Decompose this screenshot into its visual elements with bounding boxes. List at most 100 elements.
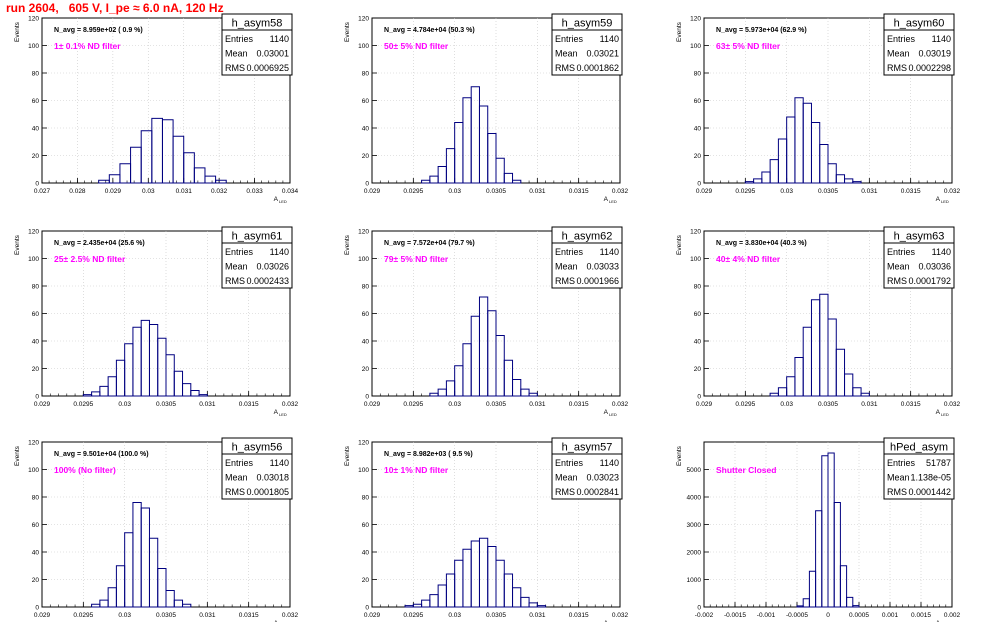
histogram-bin bbox=[512, 179, 522, 184]
stats-box bbox=[221, 226, 293, 289]
x-tick-label: 0.029 bbox=[696, 188, 713, 195]
x-tick-label: 0.03 bbox=[448, 401, 461, 408]
stats-label-mean: Mean bbox=[887, 262, 910, 272]
x-axis-title-subscript: LED bbox=[941, 199, 949, 204]
y-tick-label: 40 bbox=[694, 339, 702, 346]
stats-label-rms: RMS bbox=[887, 63, 907, 73]
x-tick-label: 0.029 bbox=[364, 188, 381, 195]
stats-title: h_asym60 bbox=[894, 18, 945, 30]
x-tick-label: 0.0315 bbox=[569, 612, 589, 619]
stats-entries: 1140 bbox=[600, 458, 619, 468]
x-tick-label: 0.031 bbox=[529, 188, 546, 195]
x-axis-title-subscript: LED bbox=[609, 199, 617, 204]
x-axis-title-subscript: LED bbox=[941, 412, 949, 417]
stats-box bbox=[551, 13, 623, 76]
y-tick-label: 40 bbox=[32, 126, 40, 133]
x-tick-label: 0.0315 bbox=[239, 612, 259, 619]
stats-label-entries: Entries bbox=[887, 247, 916, 257]
stats-label-mean: Mean bbox=[887, 49, 910, 59]
histogram-bin bbox=[520, 596, 530, 608]
y-tick-label: 80 bbox=[362, 495, 370, 502]
x-axis-title: A bbox=[604, 196, 609, 203]
stats-box bbox=[221, 13, 293, 76]
stats-label-entries: Entries bbox=[555, 34, 584, 44]
y-tick-label: 120 bbox=[358, 440, 369, 447]
stats-rms: 0.0002841 bbox=[576, 487, 619, 497]
histogram-panel: 0.029 0.0295 0.03 0.0305 0.031 0.0315 0.032 0 20… bbox=[676, 226, 961, 417]
y-tick-label: 60 bbox=[362, 522, 370, 529]
navg-annotation: N_avg = 2.435e+04 (25.6 %) bbox=[54, 240, 145, 247]
y-tick-label: 20 bbox=[32, 577, 40, 584]
y-tick-label: 100 bbox=[690, 256, 701, 263]
stats-label-rms: RMS bbox=[225, 63, 245, 73]
histogram-bin bbox=[193, 167, 206, 184]
x-tick-label: 0.0315 bbox=[239, 401, 259, 408]
stats-box bbox=[551, 226, 623, 289]
histogram-bins bbox=[404, 537, 547, 608]
x-tick-label: 0.029 bbox=[34, 401, 51, 408]
histogram-bins bbox=[421, 86, 522, 184]
stats-label-entries: Entries bbox=[225, 247, 254, 257]
stats-label-rms: RMS bbox=[555, 276, 575, 286]
stats-entries: 1140 bbox=[270, 458, 289, 468]
y-tick-label: 0 bbox=[697, 605, 701, 612]
x-tick-label: 0.0315 bbox=[569, 401, 589, 408]
x-axis-title-subscript: LED bbox=[279, 412, 287, 417]
x-tick-label: 0.029 bbox=[364, 401, 381, 408]
y-tick-label: 60 bbox=[362, 311, 370, 318]
histogram-bin bbox=[860, 392, 870, 397]
histogram-bin bbox=[503, 172, 514, 184]
stats-label-mean: Mean bbox=[555, 262, 578, 272]
stats-title: h_asym58 bbox=[232, 18, 283, 30]
stats-box bbox=[221, 437, 293, 500]
histogram-bins bbox=[82, 319, 208, 397]
stats-title: h_asym61 bbox=[232, 231, 283, 243]
y-tick-label: 40 bbox=[362, 550, 370, 557]
x-axis-title: A bbox=[604, 409, 609, 416]
x-tick-label: 0.0305 bbox=[818, 188, 838, 195]
stats-rms: 0.0001442 bbox=[908, 487, 951, 497]
histogram-bin bbox=[204, 175, 217, 184]
histogram-bin bbox=[833, 502, 841, 608]
histogram-bin bbox=[528, 392, 538, 397]
stats-label-mean: Mean bbox=[225, 262, 248, 272]
y-tick-label: 20 bbox=[362, 577, 370, 584]
y-tick-label: 100 bbox=[358, 256, 369, 263]
y-axis-title: Events bbox=[344, 234, 351, 255]
histogram-bin bbox=[182, 383, 192, 397]
y-tick-label: 120 bbox=[358, 229, 369, 236]
stats-title: h_asym57 bbox=[562, 442, 613, 454]
y-tick-label: 0 bbox=[365, 394, 369, 401]
x-tick-label: 0.032 bbox=[211, 188, 228, 195]
x-tick-label: 0.0315 bbox=[569, 188, 589, 195]
x-tick-label: 0.034 bbox=[282, 188, 299, 195]
x-axis-title: A bbox=[936, 196, 941, 203]
histogram-bins bbox=[744, 97, 862, 184]
y-tick-label: 40 bbox=[694, 126, 702, 133]
x-tick-label: 0.0295 bbox=[403, 401, 423, 408]
x-axis-title-subscript: LED bbox=[279, 199, 287, 204]
histogram-bin bbox=[536, 605, 547, 608]
histogram-bins bbox=[796, 452, 860, 608]
y-tick-label: 80 bbox=[694, 71, 702, 78]
x-tick-label: 0.032 bbox=[612, 612, 629, 619]
histogram-bin bbox=[827, 163, 837, 184]
stats-label-rms: RMS bbox=[225, 487, 245, 497]
x-tick-label: -0.002 bbox=[695, 612, 714, 619]
stats-label-mean: Mean bbox=[225, 473, 248, 483]
y-tick-label: 60 bbox=[694, 311, 702, 318]
stats-mean: 0.03021 bbox=[586, 49, 619, 59]
y-tick-label: 60 bbox=[32, 311, 40, 318]
y-tick-label: 20 bbox=[362, 366, 370, 373]
filter-annotation: 63± 5% ND filter bbox=[716, 41, 781, 51]
y-axis-title: Events bbox=[14, 21, 21, 42]
x-tick-label: 0.0305 bbox=[818, 401, 838, 408]
y-tick-label: 0 bbox=[365, 605, 369, 612]
y-tick-label: 0 bbox=[697, 181, 701, 188]
stats-mean: 1.138e-05 bbox=[910, 473, 951, 483]
y-tick-label: 60 bbox=[32, 522, 40, 529]
y-tick-label: 0 bbox=[35, 394, 39, 401]
x-tick-label: -0.001 bbox=[757, 612, 776, 619]
histogram-panel: 0.029 0.0295 0.03 0.0305 0.031 0.0315 0.032 0 20… bbox=[344, 13, 629, 204]
y-axis-title: Events bbox=[344, 21, 351, 42]
